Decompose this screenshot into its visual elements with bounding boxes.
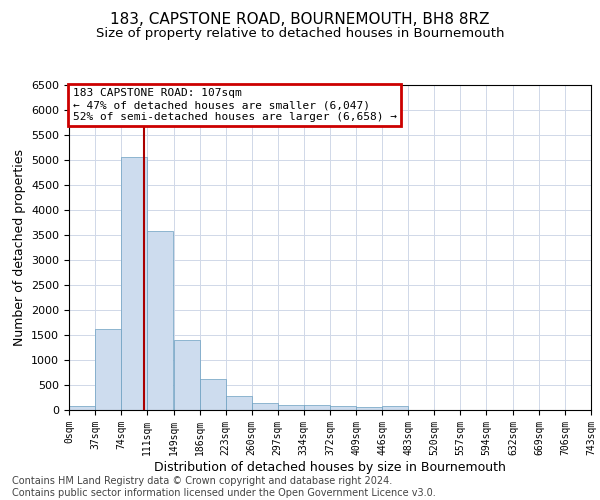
- Bar: [226, 396, 251, 410]
- Bar: [382, 406, 409, 410]
- Bar: [251, 402, 278, 410]
- Bar: [356, 407, 382, 410]
- Bar: [173, 340, 200, 410]
- Bar: [200, 379, 226, 410]
- Bar: [278, 405, 304, 410]
- Y-axis label: Number of detached properties: Number of detached properties: [13, 149, 26, 346]
- Bar: [331, 406, 356, 410]
- X-axis label: Distribution of detached houses by size in Bournemouth: Distribution of detached houses by size …: [154, 460, 506, 473]
- Text: 183 CAPSTONE ROAD: 107sqm
← 47% of detached houses are smaller (6,047)
52% of se: 183 CAPSTONE ROAD: 107sqm ← 47% of detac…: [73, 88, 397, 122]
- Text: Size of property relative to detached houses in Bournemouth: Size of property relative to detached ho…: [96, 28, 504, 40]
- Bar: [147, 231, 173, 410]
- Bar: [95, 329, 121, 410]
- Bar: [304, 404, 329, 410]
- Text: Contains HM Land Registry data © Crown copyright and database right 2024.
Contai: Contains HM Land Registry data © Crown c…: [12, 476, 436, 498]
- Text: 183, CAPSTONE ROAD, BOURNEMOUTH, BH8 8RZ: 183, CAPSTONE ROAD, BOURNEMOUTH, BH8 8RZ: [110, 12, 490, 28]
- Bar: [69, 406, 95, 410]
- Bar: [121, 158, 147, 410]
